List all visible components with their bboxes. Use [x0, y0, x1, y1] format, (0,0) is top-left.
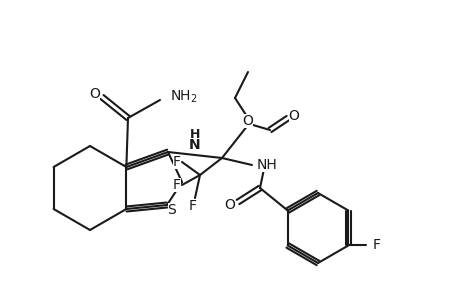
Text: S: S [167, 203, 176, 217]
Text: N: N [189, 138, 201, 152]
Text: O: O [224, 198, 235, 212]
Text: NH: NH [257, 158, 277, 172]
Text: O: O [90, 87, 100, 101]
Text: F: F [173, 155, 180, 169]
Text: O: O [288, 109, 299, 123]
Text: NH$_2$: NH$_2$ [170, 89, 197, 105]
Text: F: F [189, 199, 196, 213]
Text: F: F [173, 178, 180, 192]
Text: H: H [190, 128, 200, 142]
Text: F: F [371, 238, 380, 253]
Text: O: O [242, 114, 253, 128]
